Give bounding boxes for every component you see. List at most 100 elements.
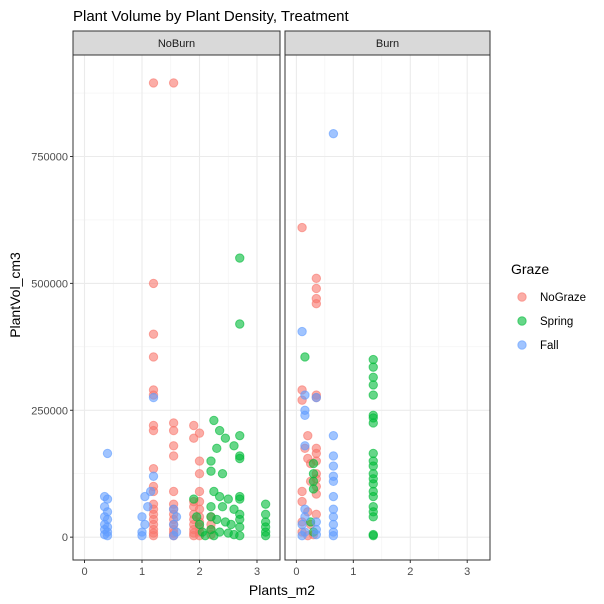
data-point: [368, 390, 378, 400]
y-tick-label: 250000: [31, 405, 68, 417]
data-point: [328, 491, 339, 502]
data-point: [300, 390, 310, 400]
data-point: [328, 128, 339, 139]
data-point: [328, 451, 339, 461]
data-point: [300, 410, 310, 421]
data-point: [189, 494, 199, 504]
data-point: [168, 451, 179, 461]
data-point: [311, 283, 322, 294]
data-point: [311, 529, 322, 540]
data-point: [194, 428, 205, 438]
data-point: [102, 448, 113, 459]
data-point: [148, 392, 159, 403]
data-point: [217, 502, 228, 512]
data-point: [214, 491, 225, 502]
series-fall: [99, 392, 182, 541]
data-point: [189, 420, 199, 431]
data-point: [206, 466, 216, 476]
data-point: [235, 494, 245, 504]
x-tick-label: 3: [464, 566, 470, 578]
panel-border: [284, 54, 491, 561]
data-point: [308, 484, 319, 494]
data-point: [297, 486, 307, 497]
data-point: [368, 380, 378, 390]
data-point: [168, 425, 179, 436]
panel-background: [73, 55, 280, 560]
x-tick-label: 0: [81, 566, 87, 578]
data-point: [168, 441, 179, 451]
data-point: [206, 456, 216, 466]
data-point: [209, 486, 219, 497]
data-point: [368, 491, 378, 502]
data-point: [212, 443, 222, 454]
legend-label: Fall: [540, 340, 559, 352]
data-point: [235, 253, 245, 263]
data-point: [368, 362, 378, 372]
legend-entry-fall: Fall: [517, 340, 559, 352]
data-point: [102, 530, 113, 541]
data-point: [303, 430, 313, 441]
data-point: [229, 504, 239, 514]
x-tick-label: 1: [139, 566, 145, 578]
data-point: [148, 425, 159, 436]
x-tick-label: 2: [196, 566, 202, 578]
facet-strip: [284, 30, 491, 56]
data-point: [226, 519, 236, 530]
data-point: [235, 453, 245, 464]
data-point: [168, 486, 179, 497]
data-point: [235, 430, 245, 441]
x-tick-label: 2: [407, 566, 413, 578]
data-point: [235, 522, 245, 532]
data-point: [206, 502, 216, 512]
data-point: [328, 530, 339, 541]
data-point: [148, 329, 159, 339]
legend: Graze NoGraze Spring Fall: [511, 261, 586, 352]
data-point: [214, 425, 225, 436]
data-point: [189, 433, 199, 443]
legend-key: [517, 340, 527, 350]
data-point: [297, 222, 307, 233]
legend-title: Graze: [511, 261, 549, 277]
data-point: [137, 530, 147, 541]
facet-panel-burn: Burn 0 1 2 3: [284, 30, 491, 578]
data-point: [148, 352, 159, 362]
legend-entry-spring: Spring: [517, 316, 573, 328]
data-point: [297, 326, 307, 337]
legend-key: [517, 292, 527, 302]
data-point: [368, 530, 378, 541]
data-point: [200, 530, 210, 541]
series-fall: [297, 128, 339, 541]
series-spring: [189, 253, 271, 541]
data-point: [194, 456, 205, 466]
data-point: [300, 352, 310, 362]
facet-strip-label: Burn: [376, 38, 399, 50]
data-point: [308, 458, 319, 469]
data-point: [235, 319, 245, 329]
data-point: [217, 469, 228, 479]
legend-entry-nograze: NoGraze: [517, 292, 586, 304]
data-point: [148, 278, 159, 289]
data-point: [220, 433, 231, 443]
data-point: [260, 530, 271, 541]
data-point: [148, 530, 159, 541]
data-point: [311, 298, 322, 309]
data-point: [148, 78, 159, 88]
facet-strip: [72, 30, 281, 56]
series-spring: [300, 352, 378, 541]
facet-strip-label: NoBurn: [158, 38, 195, 50]
x-axis-title: Plants_m2: [249, 582, 315, 598]
data-point: [300, 441, 310, 451]
y-axis-title: PlantVol_cm3: [7, 252, 23, 338]
data-point: [328, 476, 339, 487]
data-point: [311, 273, 322, 284]
y-tick-label: 750000: [31, 152, 68, 164]
data-point: [260, 499, 271, 509]
data-point: [209, 530, 219, 541]
chart-title: Plant Volume by Plant Density, Treatment: [73, 8, 350, 25]
y-tick-label: 0: [62, 532, 68, 544]
data-point: [223, 494, 233, 504]
data-point: [328, 461, 339, 471]
facet-panel-noburn: NoBurn 0 1 2 3 0 250000 500000 750000: [31, 30, 281, 578]
x-tick-label: 3: [254, 566, 260, 578]
